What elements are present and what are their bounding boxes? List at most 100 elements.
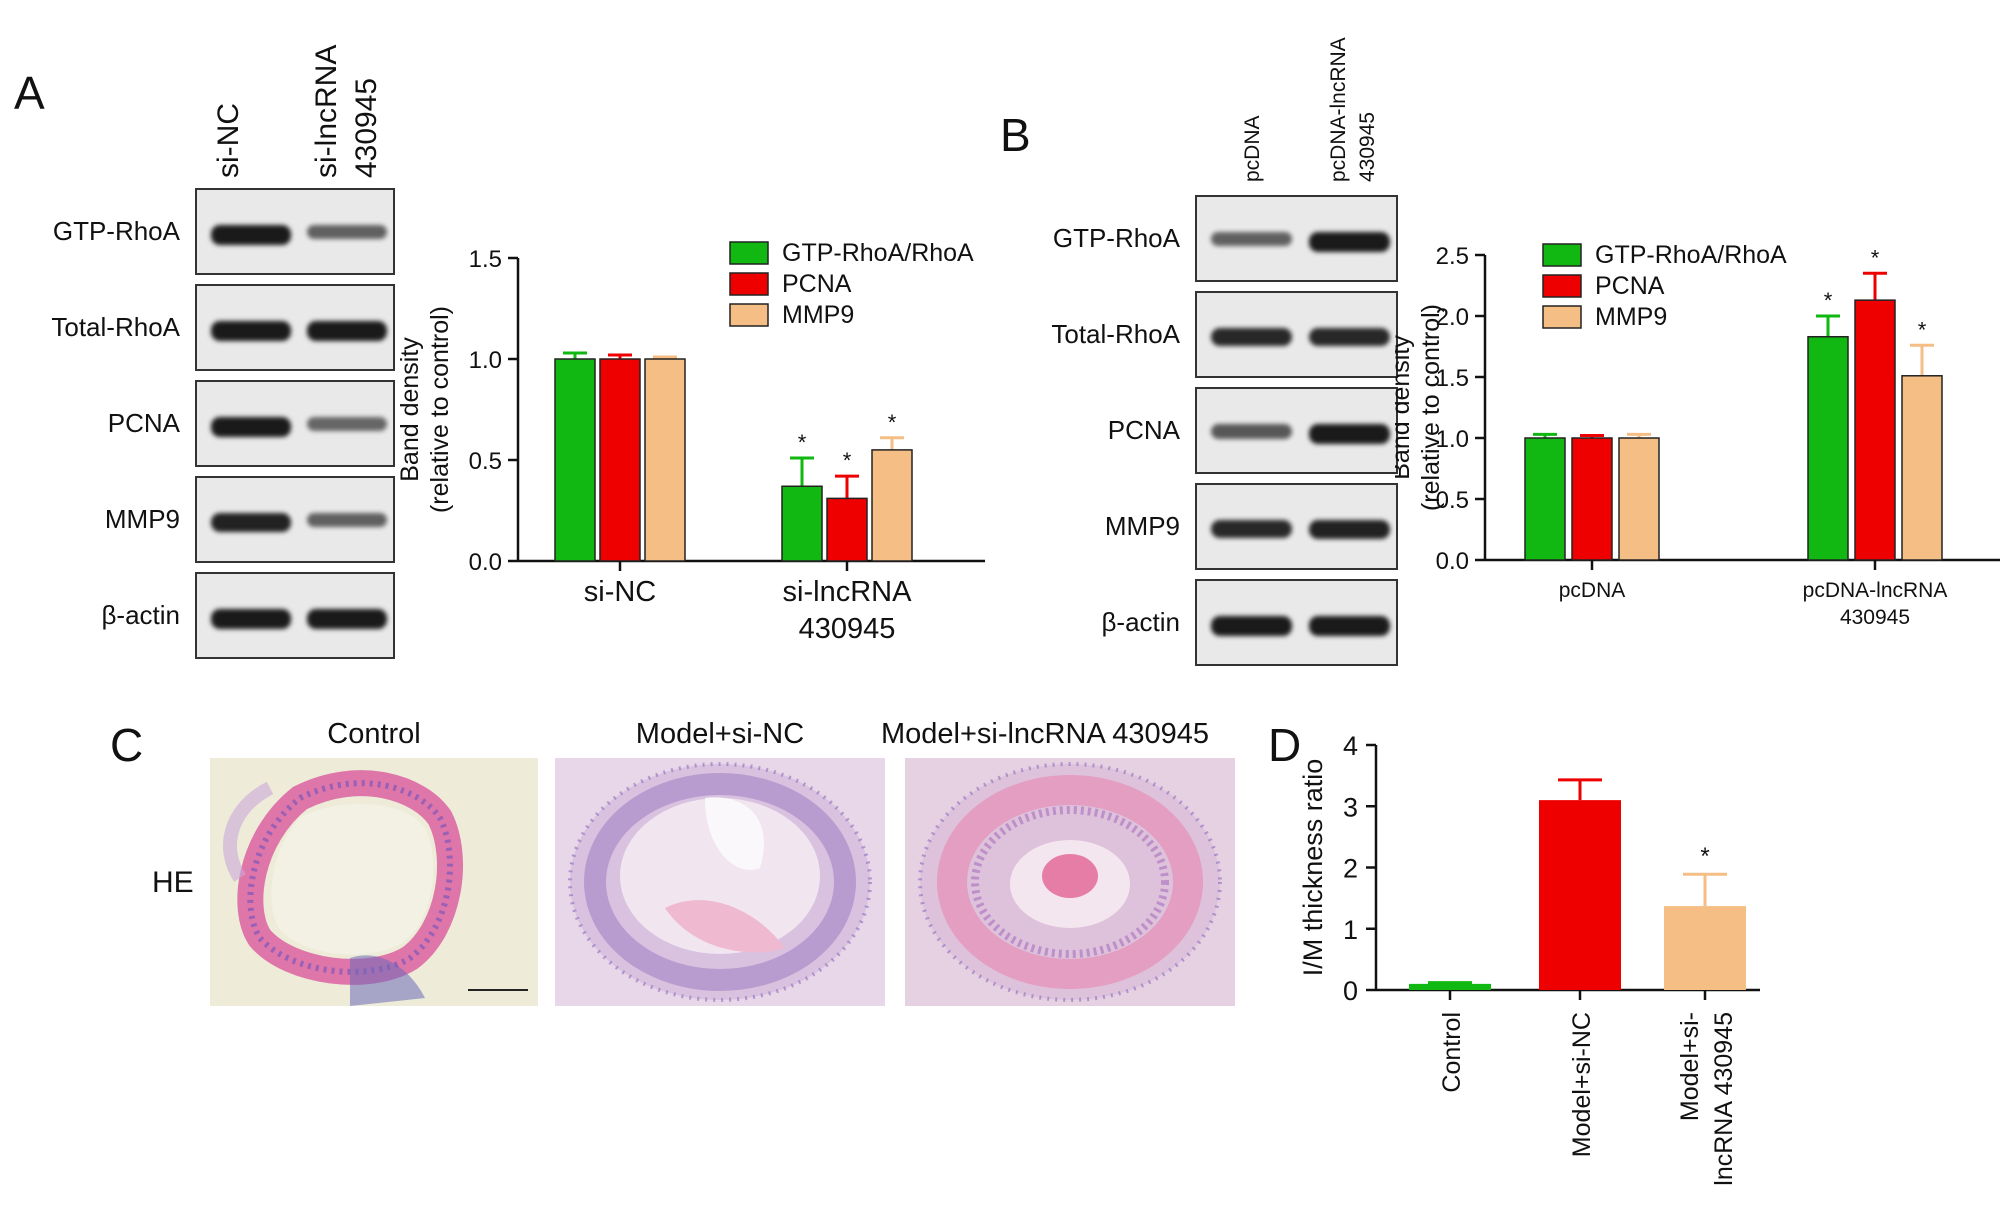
x-tick-label: Control bbox=[1438, 1012, 1466, 1093]
blot-strip-mmp9-a bbox=[195, 476, 395, 563]
y-tick-label: 0.0 bbox=[1436, 548, 1469, 575]
y-tick-label: 1.5 bbox=[469, 246, 502, 273]
blot-label-pcna-b: PCNA bbox=[1107, 414, 1180, 445]
blot-band bbox=[1211, 231, 1293, 247]
blot-label-mmp9-a: MMP9 bbox=[104, 503, 180, 534]
y-tick-label: 1 bbox=[1343, 915, 1358, 945]
blot-band bbox=[1211, 519, 1293, 539]
bar-chart-a: 0.0 0.5 1.0 1.5 Band density (relative to con… bbox=[396, 239, 985, 645]
panel-letter-c: C bbox=[110, 719, 144, 771]
legend-swatch bbox=[729, 241, 769, 265]
bar bbox=[1854, 299, 1896, 561]
significance-star: * bbox=[1824, 288, 1833, 313]
legend-label: GTP-RhoA/RhoA bbox=[1595, 241, 1787, 269]
legend-label: PCNA bbox=[782, 270, 852, 298]
blot-band bbox=[211, 320, 291, 341]
y-tick-label: 0 bbox=[1343, 976, 1358, 1006]
significance-star: * bbox=[843, 448, 852, 473]
x-tick-label: pcDNA bbox=[1559, 579, 1626, 602]
y-tick-label: 0.5 bbox=[469, 448, 502, 475]
blot-strip-total-rhoa-a bbox=[195, 284, 395, 371]
lane-header-si-nc: si-NC bbox=[212, 103, 245, 178]
bar bbox=[1409, 983, 1491, 990]
bar bbox=[1618, 437, 1660, 561]
he-label-model-si-lncrna: Model+si-lncRNA 430945 bbox=[880, 718, 1210, 750]
bar bbox=[599, 358, 641, 562]
lane-header-pcdna-lncrna: pcDNA-lncRNA bbox=[1327, 37, 1350, 182]
he-row-label: HE bbox=[152, 866, 194, 899]
blot-label-total-rhoa-b: Total-RhoA bbox=[1051, 318, 1180, 349]
legend-swatch bbox=[729, 272, 769, 296]
significance-star: * bbox=[888, 410, 897, 435]
y-tick-label: 3 bbox=[1343, 792, 1358, 822]
legend-swatch bbox=[1542, 305, 1582, 329]
x-tick-label: Model+si-NC bbox=[1568, 1012, 1596, 1157]
bar-chart-d: 0 1 2 3 4 I/M thickness ratio Control Model+si-… bbox=[1300, 731, 1760, 1186]
lane-header-si-lncrna: si-lncRNA bbox=[310, 44, 343, 178]
legend-label: PCNA bbox=[1595, 272, 1665, 300]
lane-header-430945-b: 430945 bbox=[1356, 111, 1379, 182]
blot-band bbox=[1308, 423, 1390, 444]
blot-band bbox=[211, 416, 291, 437]
blot-strip-actin-b bbox=[1195, 579, 1398, 666]
y-tick-label: 2 bbox=[1343, 854, 1358, 884]
y-tick-label: 0.5 bbox=[1436, 487, 1469, 514]
he-image-control bbox=[210, 758, 538, 1006]
legend-label: MMP9 bbox=[782, 301, 854, 329]
y-tick-label: 4 bbox=[1343, 731, 1358, 761]
bar bbox=[1807, 335, 1849, 561]
he-label-control: Control bbox=[327, 718, 421, 750]
blot-band bbox=[211, 608, 291, 629]
bar bbox=[1901, 375, 1943, 561]
y-axis-label: Band density bbox=[1395, 335, 1415, 480]
bar bbox=[781, 485, 823, 562]
bar bbox=[1524, 437, 1566, 561]
blot-band bbox=[1308, 519, 1390, 539]
panel-letter-b: B bbox=[1000, 109, 1031, 161]
blot-label-mmp9-b: MMP9 bbox=[1104, 510, 1180, 541]
he-image-model-si-lncrna bbox=[905, 758, 1235, 1006]
blot-band bbox=[307, 320, 387, 341]
bar bbox=[554, 358, 596, 562]
bar bbox=[1539, 800, 1621, 990]
x-tick-label: si-lncRNA bbox=[783, 576, 913, 608]
bar bbox=[644, 358, 686, 562]
x-tick-label: 430945 bbox=[1840, 606, 1910, 629]
panel-letter-d: D bbox=[1268, 719, 1302, 771]
lane-header-430945: 430945 bbox=[350, 77, 383, 178]
blot-strip-gtp-rhoa-a bbox=[195, 188, 395, 275]
blot-band bbox=[1308, 327, 1390, 347]
he-label-model-si-nc: Model+si-NC bbox=[635, 718, 805, 750]
x-tick-label: 430945 bbox=[799, 613, 896, 645]
blot-strip-pcna-a bbox=[195, 380, 395, 467]
blot-label-gtp-rhoa-b: GTP-RhoA bbox=[1052, 222, 1180, 253]
blot-band bbox=[307, 416, 387, 431]
blot-band bbox=[307, 608, 387, 629]
blot-band bbox=[1211, 327, 1293, 347]
blot-band bbox=[1308, 615, 1390, 636]
x-tick-label: lncRNA 430945 bbox=[1710, 1012, 1738, 1186]
significance-star: * bbox=[1918, 317, 1927, 342]
blot-strip-gtp-rhoa-b bbox=[1195, 195, 1398, 282]
lane-header-pcdna: pcDNA bbox=[1241, 115, 1264, 182]
bar-chart-b: 0.0 0.5 1.0 1.5 2.0 2.5 Band density (relative … bbox=[1395, 241, 2000, 629]
blot-strip-pcna-b bbox=[1195, 387, 1398, 474]
significance-star: * bbox=[798, 430, 807, 455]
blot-band bbox=[307, 512, 387, 528]
y-tick-label: 1.5 bbox=[1436, 365, 1469, 392]
bar bbox=[871, 449, 913, 562]
blot-label-actin-a: β-actin bbox=[101, 599, 180, 630]
y-axis-label-sub: (relative to control) bbox=[1417, 304, 1445, 511]
blot-band bbox=[307, 224, 387, 240]
blot-strip-actin-a bbox=[195, 572, 395, 659]
legend-label: GTP-RhoA/RhoA bbox=[782, 239, 974, 267]
significance-star: * bbox=[1871, 245, 1880, 270]
legend-swatch bbox=[1542, 243, 1582, 267]
y-tick-label: 1.0 bbox=[1436, 426, 1469, 453]
blot-label-gtp-rhoa-a: GTP-RhoA bbox=[52, 215, 180, 246]
blot-band bbox=[1211, 423, 1293, 439]
blot-label-pcna-a: PCNA bbox=[107, 407, 180, 438]
bar bbox=[1664, 906, 1746, 990]
blot-label-actin-b: β-actin bbox=[1101, 606, 1180, 637]
x-tick-label: pcDNA-lncRNA bbox=[1803, 579, 1948, 602]
